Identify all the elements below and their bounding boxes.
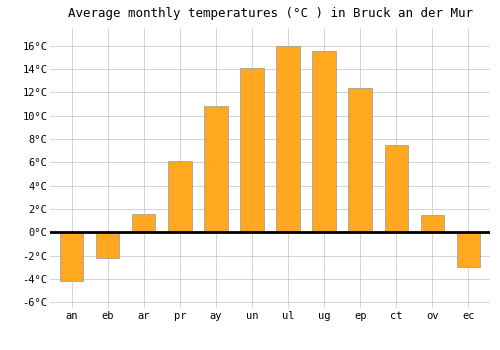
Bar: [276, 46, 300, 232]
Bar: [312, 51, 336, 232]
Title: Average monthly temperatures (°C ) in Bruck an der Mur: Average monthly temperatures (°C ) in Br…: [68, 7, 472, 20]
Bar: [420, 215, 444, 232]
Bar: [132, 214, 156, 232]
Bar: [168, 161, 192, 232]
Bar: [60, 232, 84, 281]
Bar: [384, 145, 408, 232]
Bar: [348, 88, 372, 232]
Bar: [96, 232, 120, 258]
Bar: [240, 68, 264, 232]
Bar: [204, 106, 228, 232]
Bar: [456, 232, 480, 267]
